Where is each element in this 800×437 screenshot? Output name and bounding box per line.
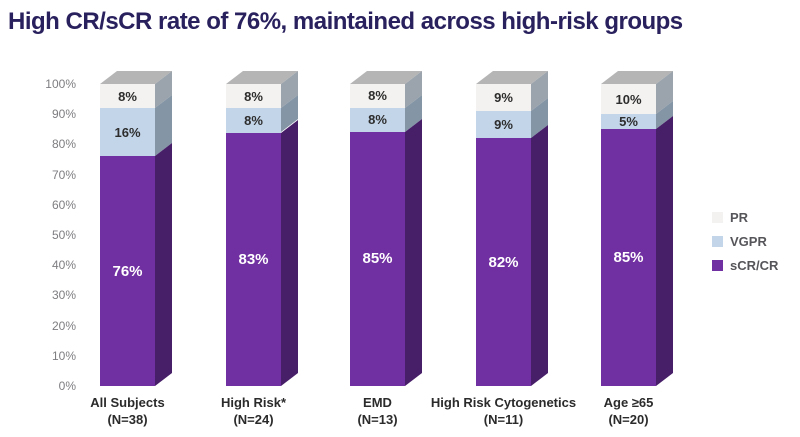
category-name: High Risk Cytogenetics — [430, 395, 577, 410]
bar: 8% 16% 76% — [100, 71, 173, 386]
segment-value-label: 5% — [619, 114, 638, 130]
chart-title: High CR/sCR rate of 76%, maintained acro… — [8, 8, 683, 35]
y-axis-tick-label: 20% — [51, 318, 76, 333]
segment-value-label: 16% — [114, 124, 141, 140]
category-n: (N=20) — [608, 412, 649, 427]
y-axis-tick-label: 10% — [51, 348, 76, 363]
legend-label: sCR/CR — [730, 257, 779, 273]
segment-value-label: 85% — [613, 249, 644, 267]
bar-segment: 8% — [100, 71, 172, 109]
y-axis-tick-label: 70% — [51, 167, 76, 182]
segment-value-label: 8% — [244, 113, 263, 129]
legend-item: VGPR — [712, 229, 778, 253]
category-n: (N=24) — [233, 412, 274, 427]
bar-segment: 83% — [226, 119, 298, 386]
category-label: High Risk* (N=24) — [154, 394, 354, 428]
segment-value-label: 10% — [615, 91, 642, 107]
legend-label: VGPR — [730, 233, 767, 249]
segment-value-label: 9% — [494, 117, 513, 133]
bar-segment: 82% — [476, 125, 548, 386]
bar-segment: 8% — [226, 95, 298, 133]
bar-segment-side-face — [656, 116, 673, 386]
legend-label: PR — [730, 209, 749, 225]
bar-segment: 5% — [601, 101, 673, 130]
bar-segment: 8% — [350, 71, 422, 108]
legend-swatch — [712, 235, 723, 247]
category-n: (N=13) — [357, 412, 398, 427]
legend-item: sCR/CR — [712, 253, 778, 277]
y-axis-tick-label: 100% — [45, 77, 76, 91]
y-axis-tick-label: 60% — [51, 197, 76, 212]
bar-segment: 8% — [226, 71, 298, 109]
bar-segment: 16% — [100, 95, 172, 157]
bar-segment: 9% — [476, 71, 548, 112]
legend-item: PR — [712, 205, 778, 229]
category-name: All Subjects — [90, 395, 165, 410]
bar-segment-side-face — [281, 119, 298, 386]
segment-value-label: 9% — [494, 90, 513, 106]
bar-segment: 10% — [601, 71, 673, 115]
segment-value-label: 8% — [368, 88, 387, 104]
category-label: Age ≥65 (N=20) — [529, 394, 729, 428]
bar-segment: 9% — [476, 98, 548, 139]
y-axis-tick-label: 90% — [51, 107, 76, 122]
category-name: Age ≥65 — [603, 395, 654, 410]
y-axis-tick-label: 40% — [51, 258, 76, 273]
category-n: (N=38) — [107, 412, 148, 427]
legend-swatch — [712, 259, 723, 271]
category-name: EMD — [363, 395, 392, 410]
category-n: (N=11) — [483, 412, 524, 427]
category-label: High Risk Cytogenetics (N=11) — [404, 394, 604, 428]
legend-swatch — [712, 211, 723, 223]
segment-value-label: 76% — [112, 262, 143, 280]
bar: 8% 8% 85% — [350, 71, 423, 386]
bar-segment-side-face — [155, 143, 172, 386]
segment-value-label: 8% — [118, 88, 137, 104]
bar: 10% 5% 85% — [601, 71, 674, 386]
bar: 8% 8% 83% — [226, 71, 299, 386]
bar-segment: 8% — [350, 94, 422, 132]
bar-segment: 85% — [350, 118, 422, 386]
segment-value-label: 83% — [238, 250, 269, 268]
legend: PR VGPR sCR/CR — [712, 205, 778, 277]
segment-value-label: 8% — [368, 112, 387, 128]
segment-value-label: 82% — [488, 253, 519, 271]
y-axis-tick-label: 80% — [51, 137, 76, 152]
category-label: All Subjects (N=38) — [28, 394, 228, 428]
y-axis-tick-label: 0% — [58, 379, 76, 393]
category-name: High Risk* — [220, 395, 286, 410]
segment-value-label: 8% — [244, 88, 263, 104]
y-axis-tick-label: 30% — [51, 288, 76, 303]
y-axis-tick-label: 50% — [51, 228, 76, 242]
bar-segment: 76% — [100, 143, 172, 386]
bar: 9% 9% 82% — [476, 71, 549, 386]
segment-value-label: 85% — [362, 250, 393, 268]
bar-segment-side-face — [531, 125, 548, 386]
bar-segment-side-face — [405, 118, 422, 386]
category-label: EMD (N=13) — [278, 394, 478, 428]
bar-segment: 85% — [601, 116, 673, 386]
